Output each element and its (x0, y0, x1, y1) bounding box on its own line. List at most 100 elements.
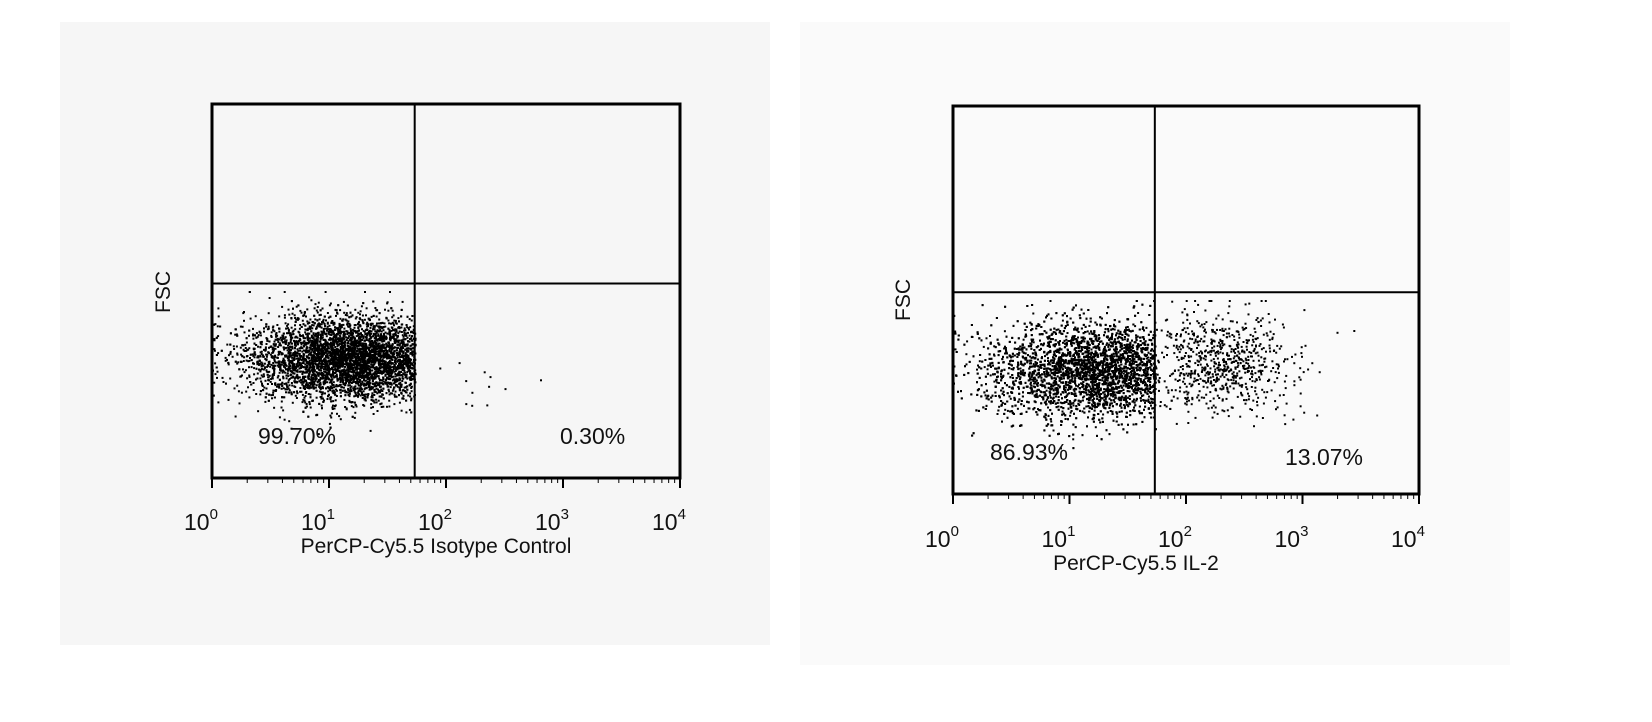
event-dot (263, 367, 266, 369)
event-dot (277, 360, 280, 363)
event-dot (366, 396, 369, 399)
event-dot (329, 352, 332, 355)
event-dot (261, 385, 264, 387)
event-dot (355, 360, 358, 363)
event-dot (401, 350, 404, 353)
event-dot (305, 364, 308, 367)
event-dot (365, 307, 368, 310)
event-dot (301, 365, 303, 368)
event-dot (324, 291, 327, 293)
event-dot (362, 360, 365, 363)
event-dot (389, 336, 392, 339)
event-dot (288, 354, 291, 357)
event-dot (285, 364, 287, 367)
event-dot (299, 364, 302, 367)
event-dot (261, 363, 264, 366)
event-dot (294, 328, 297, 331)
event-dot (353, 350, 356, 353)
event-dot (307, 339, 310, 341)
event-dot (370, 377, 373, 380)
event-dot (271, 348, 274, 351)
event-dot (253, 373, 256, 376)
event-dot (363, 330, 366, 333)
event-dot (343, 357, 346, 360)
event-dot (336, 328, 339, 331)
event-dot (236, 384, 239, 387)
event-dot (256, 377, 259, 380)
event-dot (407, 361, 410, 364)
event-dot (372, 347, 375, 350)
event-dot (276, 385, 278, 388)
event-dot (305, 333, 308, 336)
event-dot (266, 339, 269, 342)
event-dot (293, 377, 296, 380)
event-dot (377, 389, 380, 392)
event-dot (389, 346, 392, 349)
event-dot (378, 369, 380, 372)
event-dot (248, 291, 251, 293)
event-dot (348, 400, 351, 403)
event-dot (352, 389, 355, 392)
event-dot (412, 361, 415, 364)
event-dot (260, 380, 263, 383)
event-dot (352, 406, 355, 409)
event-dot (309, 328, 312, 330)
event-dot (353, 353, 356, 356)
event-dot (394, 334, 397, 336)
event-dot (368, 373, 371, 375)
event-dot (274, 347, 277, 350)
event-dot (355, 353, 358, 356)
event-dot (389, 339, 392, 342)
event-dot (291, 384, 294, 387)
event-dot (264, 349, 267, 352)
event-dot (243, 371, 246, 374)
event-dot (301, 347, 304, 350)
event-dot (342, 352, 345, 355)
event-dot (370, 315, 373, 318)
event-dot (391, 352, 394, 355)
event-dot (346, 380, 349, 383)
event-dot (265, 358, 268, 361)
event-dot (287, 359, 290, 362)
event-dot (364, 345, 367, 348)
event-dot (317, 364, 320, 367)
event-dot (349, 378, 352, 381)
event-dot (396, 380, 399, 383)
event-dot (226, 343, 229, 346)
event-dot (320, 397, 323, 400)
event-dot (306, 336, 309, 339)
event-dot (329, 389, 332, 392)
event-dot (346, 362, 349, 365)
event-dot (333, 368, 336, 371)
event-dot (277, 350, 280, 353)
event-dot (381, 366, 384, 369)
event-dot (283, 340, 286, 343)
event-dot (313, 307, 316, 310)
event-dot (305, 347, 308, 350)
event-dot (377, 345, 380, 347)
event-dot (371, 359, 374, 362)
event-dot (321, 331, 324, 334)
event-dot (374, 330, 377, 333)
event-dot (402, 335, 405, 338)
event-dot (278, 330, 281, 333)
event-dot (345, 408, 348, 411)
event-dot (330, 381, 333, 384)
event-dot (378, 325, 381, 328)
event-dot (326, 368, 329, 371)
event-dot (407, 360, 410, 362)
event-dot (350, 382, 353, 384)
event-dot (392, 333, 395, 336)
event-dot (307, 356, 310, 359)
event-dot (324, 382, 326, 385)
event-dot (332, 389, 335, 392)
event-dot (403, 354, 406, 357)
event-dot (235, 333, 238, 336)
event-dot (265, 370, 268, 373)
event-dot (366, 325, 369, 328)
event-dot (400, 331, 403, 333)
event-dot (285, 355, 288, 358)
event-dot (322, 358, 325, 361)
event-dot (252, 347, 255, 350)
event-dot (370, 322, 373, 325)
